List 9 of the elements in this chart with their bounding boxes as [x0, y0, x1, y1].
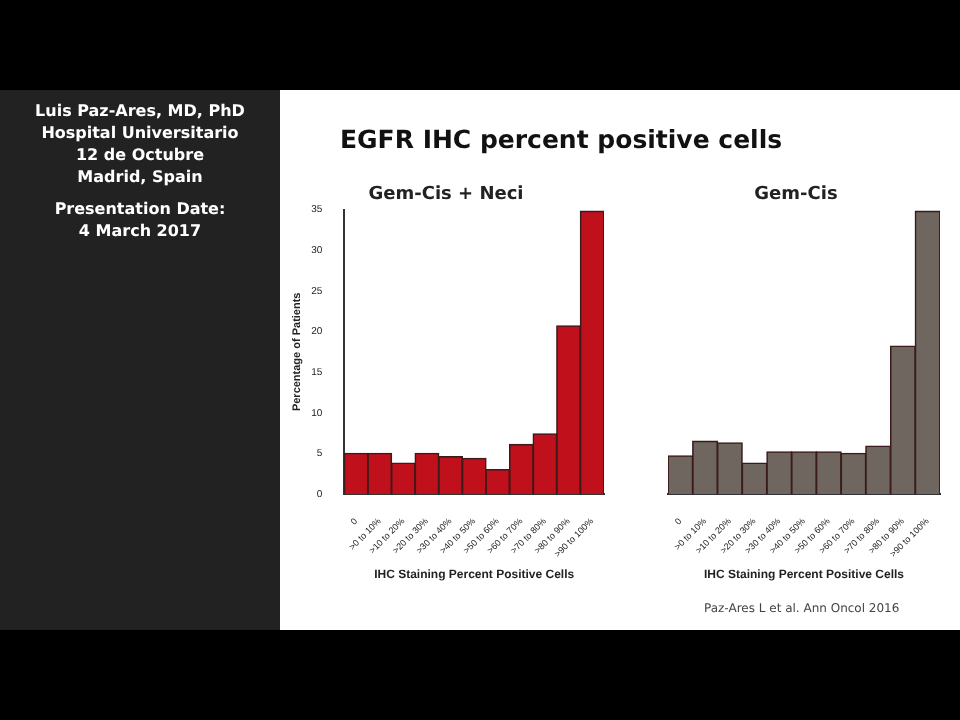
- text: 4 March 2017: [76, 220, 204, 242]
- text: Hospital Universitario: [39, 122, 241, 144]
- text: 12 de Octubre: [73, 144, 206, 166]
- chart-title: Gem-Cis: [754, 185, 838, 206]
- text: Presentation Date:: [52, 198, 228, 220]
- text: EGFR IHC percent positive cells: [340, 124, 783, 154]
- text: Luis Paz-Ares, MD, PhD: [33, 100, 247, 122]
- text: Madrid, Spain: [75, 166, 205, 188]
- chart-title: Gem-Cis + Neci: [368, 185, 524, 206]
